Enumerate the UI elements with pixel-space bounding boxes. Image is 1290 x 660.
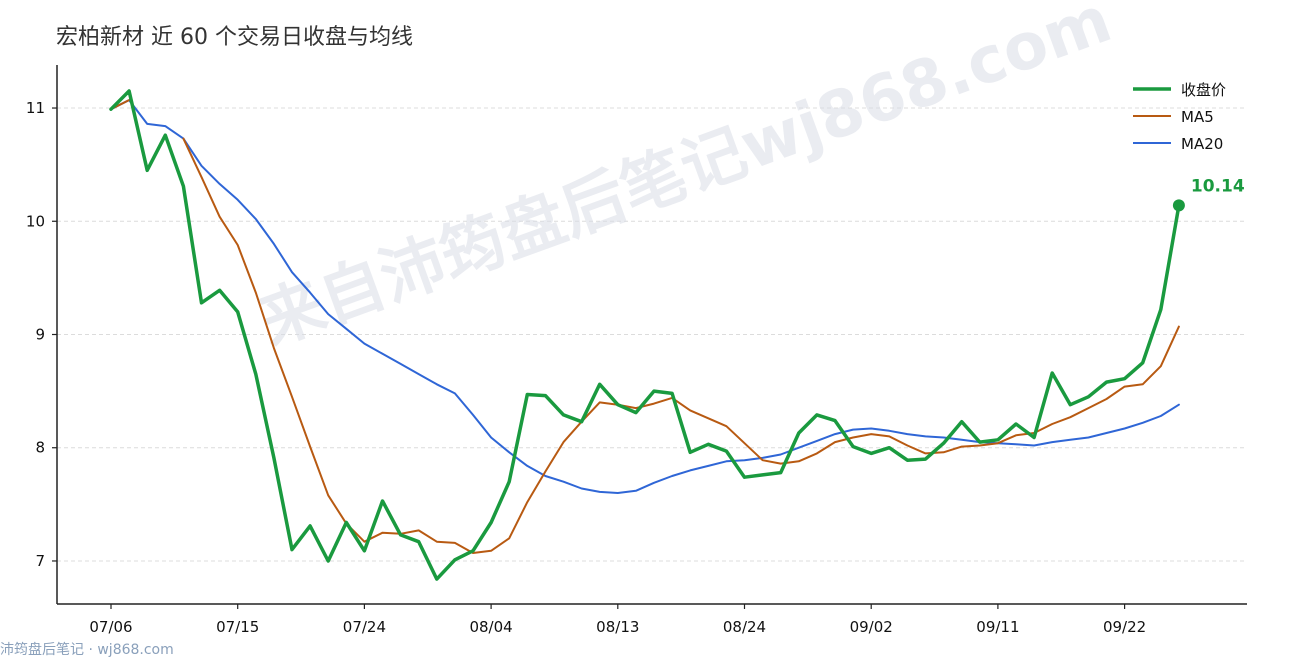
series-line-close — [109, 89, 1181, 581]
x-ticks: 07/06 07/15 07/24 08/04 08/13 08/24 09/02 09/11… — [89, 604, 1146, 636]
x-tick-label: 09/02 — [850, 618, 893, 636]
last-point-dot — [1172, 199, 1185, 212]
footer-source: 沛筠盘后笔记 · wj868.com — [0, 641, 174, 658]
legend-label-close: 收盘价 — [1181, 81, 1226, 99]
x-tick-label: 09/11 — [976, 618, 1019, 636]
legend-label-ma5: MA5 — [1181, 108, 1214, 126]
y-tick-label: 8 — [35, 439, 45, 457]
grid-lines — [57, 107, 1247, 562]
x-tick-label: 09/22 — [1103, 618, 1146, 636]
chart-title: 宏柏新材 近 60 个交易日收盘与均线 — [56, 25, 413, 50]
x-tick-label: 07/06 — [89, 618, 132, 636]
y-tick-label: 10 — [26, 212, 45, 230]
x-tick-label: 08/04 — [469, 618, 512, 636]
series-line-ma20 — [110, 99, 1180, 494]
last-point-marker: 10.14 — [1172, 176, 1245, 212]
y-ticks: 7 8 9 10 11 — [26, 99, 57, 570]
legend-label-ma20: MA20 — [1181, 135, 1223, 153]
watermark-text: 来自沛筠盘后笔记wj868.com — [250, 0, 1121, 360]
last-value-label: 10.14 — [1191, 176, 1245, 196]
x-tick-label: 08/24 — [723, 618, 766, 636]
x-tick-label: 07/24 — [343, 618, 386, 636]
y-tick-label: 7 — [35, 552, 45, 570]
series-lines — [109, 89, 1181, 581]
y-tick-label: 11 — [26, 99, 45, 117]
x-tick-label: 07/15 — [216, 618, 259, 636]
legend: 收盘价 MA5 MA20 — [1133, 81, 1226, 153]
y-tick-label: 9 — [35, 326, 45, 344]
x-tick-label: 08/13 — [596, 618, 639, 636]
